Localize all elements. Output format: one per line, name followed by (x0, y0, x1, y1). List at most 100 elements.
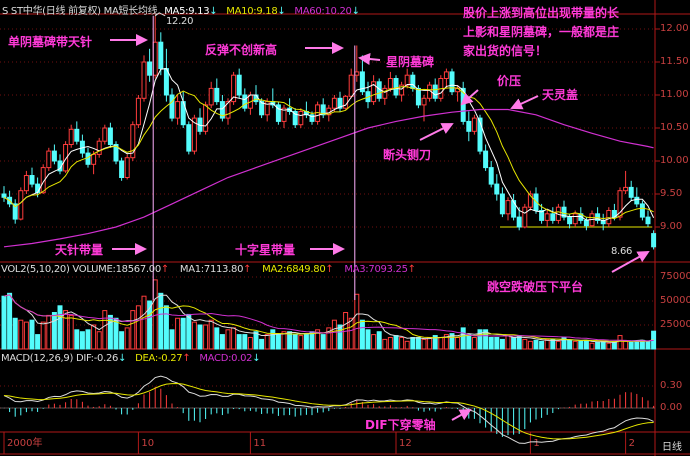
macd-tick-label: 0.30 (660, 380, 683, 391)
candle-body (191, 117, 197, 152)
candle (74, 121, 80, 145)
candle-body (382, 87, 388, 99)
candle-body (639, 203, 645, 218)
candle (606, 207, 612, 227)
candle-body (393, 78, 399, 96)
candle-body (499, 193, 505, 215)
candle (23, 170, 29, 194)
candle-body (214, 87, 220, 103)
candle-body (645, 216, 651, 225)
volume-bar (147, 300, 153, 350)
volume-bar (354, 293, 360, 350)
candle-body (163, 68, 169, 96)
volume-bar (320, 334, 326, 350)
candle-body (102, 127, 108, 142)
candle-body (617, 190, 623, 218)
candle (651, 230, 657, 250)
candle (236, 68, 242, 99)
volume-bar (231, 327, 237, 350)
date-tick-label: 2 (629, 438, 635, 449)
candle (527, 190, 533, 211)
candle-body (12, 203, 18, 220)
candle-body (96, 140, 102, 155)
candle (152, 15, 158, 79)
candle (522, 203, 528, 229)
volume-bar (29, 319, 35, 350)
candle-body (63, 144, 69, 172)
volume-bar (533, 339, 539, 350)
candle-body (74, 128, 80, 142)
chart-header: S ST中华(日线 前复权) MA短长均线 MA5:9.13↓ MA10:9.1… (2, 2, 360, 17)
candle-body (651, 233, 657, 248)
annotation-tombstone-needle: 单阴墓碑带天针 (8, 35, 93, 49)
down-arrow-icon: ↓ (277, 6, 286, 17)
volume-bar (63, 310, 69, 350)
candle (298, 108, 304, 128)
candle (102, 124, 108, 145)
volume-tick-label: 25000 (660, 319, 690, 330)
period-label[interactable]: 日线 (662, 442, 682, 453)
candle (214, 78, 220, 105)
volume-bar (544, 338, 550, 350)
candle-body (169, 94, 175, 119)
volume-bar (236, 334, 242, 350)
candle-body (259, 101, 265, 116)
volume-bar (365, 329, 371, 350)
candle-body (186, 124, 192, 152)
volume-bar (270, 329, 276, 350)
candle (79, 134, 85, 158)
volume-bar (443, 334, 449, 350)
volume-bar (191, 321, 197, 350)
candle (393, 75, 399, 99)
down-arrow-icon: ↓ (118, 353, 127, 364)
candle-body (113, 144, 119, 162)
candle-body (281, 107, 287, 122)
candle-body (320, 104, 326, 116)
volume-bar (247, 336, 253, 350)
candle-body (477, 117, 483, 152)
ma10-line (3, 86, 654, 220)
ma5-value: MA5:9.13 (164, 6, 210, 17)
volume-bar (57, 305, 63, 350)
candle-body (516, 216, 522, 228)
candle-body (231, 74, 237, 103)
volume-bar (617, 335, 623, 350)
volume-bar (522, 338, 528, 350)
candle-body (343, 95, 349, 109)
candle-body (404, 74, 410, 86)
volume-bar (499, 338, 505, 350)
candle (197, 108, 203, 135)
candle-body (68, 128, 74, 146)
volume-bar (186, 313, 192, 350)
candle-body (471, 117, 477, 132)
candle (91, 151, 97, 175)
candle-body (309, 114, 315, 122)
candle-body (567, 216, 573, 225)
candle-body (23, 175, 29, 192)
volume-bar (438, 336, 444, 350)
volume-bar (180, 317, 186, 350)
volume-bar (589, 342, 595, 350)
volume-bar (197, 324, 203, 350)
candle (191, 114, 197, 155)
candle (600, 213, 606, 231)
volume-ma3: MA3:7093.25 (344, 264, 408, 275)
candle (645, 210, 651, 227)
candle (443, 68, 449, 89)
candle-body (595, 213, 601, 221)
volume-bar (107, 314, 113, 350)
candle (483, 144, 489, 171)
annotation-gap-break: 跳空跌破压下平台 (487, 280, 584, 294)
candle (561, 200, 567, 221)
candle (494, 174, 500, 201)
volume-bar (628, 341, 634, 350)
volume-bar (130, 310, 136, 350)
volume-bar (214, 327, 220, 350)
high-price-label: 12.20 (166, 16, 194, 27)
candle (135, 95, 141, 128)
candle-body (527, 193, 533, 208)
volume-bar (460, 327, 466, 350)
candle (281, 104, 287, 128)
candle (639, 200, 645, 221)
